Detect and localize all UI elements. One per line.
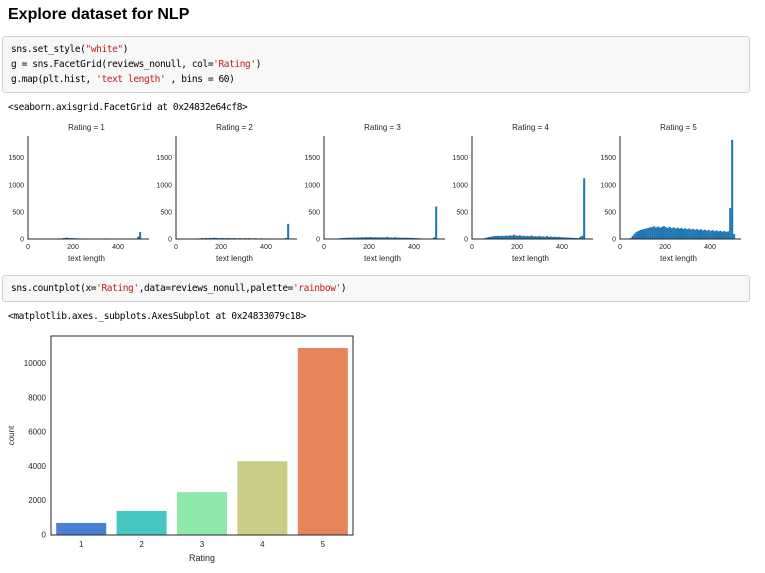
svg-text:200: 200 [511, 244, 523, 251]
facet-plot-5: Rating = 5 0 500 1000 1500 0 200 400 text length [594, 119, 742, 269]
svg-text:200: 200 [363, 244, 375, 251]
countplot-chart-output: 1 2 3 4 5 0 2000 4000 6000 8000 10000 count Rating [2, 332, 765, 573]
svg-text:3: 3 [200, 540, 205, 549]
svg-text:0: 0 [470, 244, 474, 251]
svg-text:500: 500 [160, 209, 172, 216]
svg-text:400: 400 [260, 244, 272, 251]
svg-text:Rating = 5: Rating = 5 [660, 123, 697, 132]
svg-text:5: 5 [321, 540, 326, 549]
svg-text:4: 4 [260, 540, 265, 549]
svg-text:8000: 8000 [28, 393, 46, 402]
facet-plot-3: Rating = 3 0 500 1000 1500 0 200 400 text length [298, 119, 446, 269]
svg-text:0: 0 [316, 237, 320, 244]
svg-text:0: 0 [26, 244, 30, 251]
svg-text:1000: 1000 [304, 182, 320, 189]
svg-text:0: 0 [612, 237, 616, 244]
svg-text:1500: 1500 [452, 155, 468, 162]
svg-text:500: 500 [308, 209, 320, 216]
svg-text:Rating = 1: Rating = 1 [68, 123, 105, 132]
svg-text:2000: 2000 [28, 496, 46, 505]
svg-text:0: 0 [42, 531, 47, 540]
svg-text:1500: 1500 [304, 155, 320, 162]
svg-text:400: 400 [112, 244, 124, 251]
svg-text:0: 0 [168, 237, 172, 244]
svg-text:0: 0 [322, 244, 326, 251]
svg-text:2: 2 [139, 540, 144, 549]
code-cell-countplot[interactable]: sns.countplot(x='Rating',data=reviews_no… [2, 275, 750, 302]
facet-plot-1: Rating = 1 0 500 1000 1500 0 200 400 text length [2, 119, 150, 269]
svg-text:0: 0 [174, 244, 178, 251]
countplot-canvas: 1 2 3 4 5 0 2000 4000 6000 8000 10000 count Rating [2, 332, 374, 568]
svg-text:200: 200 [67, 244, 79, 251]
svg-text:text length: text length [364, 254, 401, 263]
svg-text:1: 1 [79, 540, 84, 549]
code-cell-facetgrid[interactable]: sns.set_style("white") g = sns.FacetGrid… [2, 36, 750, 93]
svg-text:500: 500 [456, 209, 468, 216]
svg-text:text length: text length [68, 254, 105, 263]
svg-text:1000: 1000 [452, 182, 468, 189]
count-bar-rating-3 [177, 492, 227, 535]
svg-text:6000: 6000 [28, 428, 46, 437]
svg-text:text length: text length [660, 254, 697, 263]
svg-text:1000: 1000 [600, 182, 616, 189]
facetgrid-histograms-output: Rating = 1 0 500 1000 1500 0 200 400 text length… [2, 119, 765, 269]
svg-text:1500: 1500 [8, 155, 24, 162]
svg-text:500: 500 [12, 209, 24, 216]
count-bar-rating-2 [117, 511, 167, 535]
page-title: Explore dataset for NLP [8, 6, 765, 24]
svg-text:0: 0 [20, 237, 24, 244]
svg-text:Rating = 4: Rating = 4 [512, 123, 549, 132]
svg-text:Rating: Rating [189, 553, 215, 563]
count-bar-rating-5 [298, 348, 348, 535]
facet-plot-2: Rating = 2 0 500 1000 1500 0 200 400 text length [150, 119, 298, 269]
code-text-facetgrid: sns.set_style("white") g = sns.FacetGrid… [11, 42, 741, 87]
count-bar-rating-1 [56, 523, 106, 535]
svg-text:4000: 4000 [28, 462, 46, 471]
svg-text:1500: 1500 [600, 155, 616, 162]
svg-text:200: 200 [659, 244, 671, 251]
svg-text:1500: 1500 [156, 155, 172, 162]
svg-text:text length: text length [216, 254, 253, 263]
svg-text:10000: 10000 [24, 359, 47, 368]
output-axessubplot-repr: <matplotlib.axes._subplots.AxesSubplot a… [8, 310, 765, 324]
facet-plot-4: Rating = 4 0 500 1000 1500 0 200 400 text length [446, 119, 594, 269]
svg-text:400: 400 [704, 244, 716, 251]
svg-text:0: 0 [618, 244, 622, 251]
svg-text:500: 500 [604, 209, 616, 216]
svg-text:text length: text length [512, 254, 549, 263]
svg-text:Rating = 2: Rating = 2 [216, 123, 253, 132]
svg-text:200: 200 [215, 244, 227, 251]
code-text-countplot: sns.countplot(x='Rating',data=reviews_no… [11, 281, 741, 296]
output-facetgrid-repr: <seaborn.axisgrid.FacetGrid at 0x24832e6… [8, 101, 765, 115]
svg-text:400: 400 [556, 244, 568, 251]
svg-text:count: count [7, 425, 16, 445]
count-bar-rating-4 [237, 461, 287, 535]
svg-text:0: 0 [464, 237, 468, 244]
svg-text:1000: 1000 [8, 182, 24, 189]
svg-text:1000: 1000 [156, 182, 172, 189]
svg-text:Rating = 3: Rating = 3 [364, 123, 401, 132]
svg-text:400: 400 [408, 244, 420, 251]
